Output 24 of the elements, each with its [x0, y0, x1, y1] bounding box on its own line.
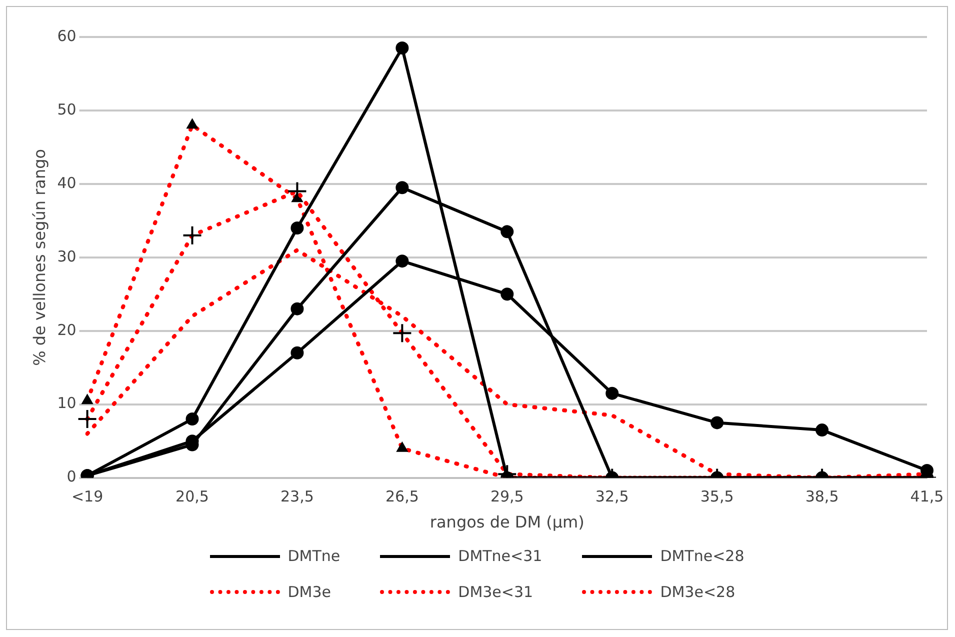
y-tick-label: 60: [57, 26, 76, 45]
x-tick-label: 23,5: [280, 488, 314, 506]
x-tick-label: 29,5: [490, 488, 524, 506]
y-tick-label: 0: [66, 468, 76, 486]
x-tick-label: 32,5: [595, 488, 629, 506]
legend-label: DMTne<28: [660, 547, 744, 565]
x-axis-title: rangos de DM (μm): [430, 512, 584, 532]
x-tick-label: 20,5: [176, 488, 209, 506]
legend-label: DMTne<31: [458, 547, 542, 565]
legend-label: DM3e<31: [458, 583, 534, 601]
x-tick-label: 41,5: [910, 488, 944, 506]
legend-label: DMTne: [288, 547, 340, 565]
x-tick-label: <19: [71, 488, 104, 506]
x-tick-label: 38,5: [805, 488, 839, 506]
x-tick-label: 26,5: [385, 488, 419, 506]
y-tick-label: 30: [57, 247, 76, 266]
legend-label: DM3e: [288, 583, 332, 601]
x-tick-label: 35,5: [700, 488, 734, 506]
y-tick-label: 50: [57, 100, 76, 118]
y-tick-label: 20: [57, 320, 76, 339]
y-tick-label: 10: [57, 394, 76, 412]
legend-label: DM3e<28: [660, 583, 736, 601]
y-tick-label: 40: [57, 174, 76, 192]
y-axis-title: % de vellones según rango: [30, 148, 49, 366]
